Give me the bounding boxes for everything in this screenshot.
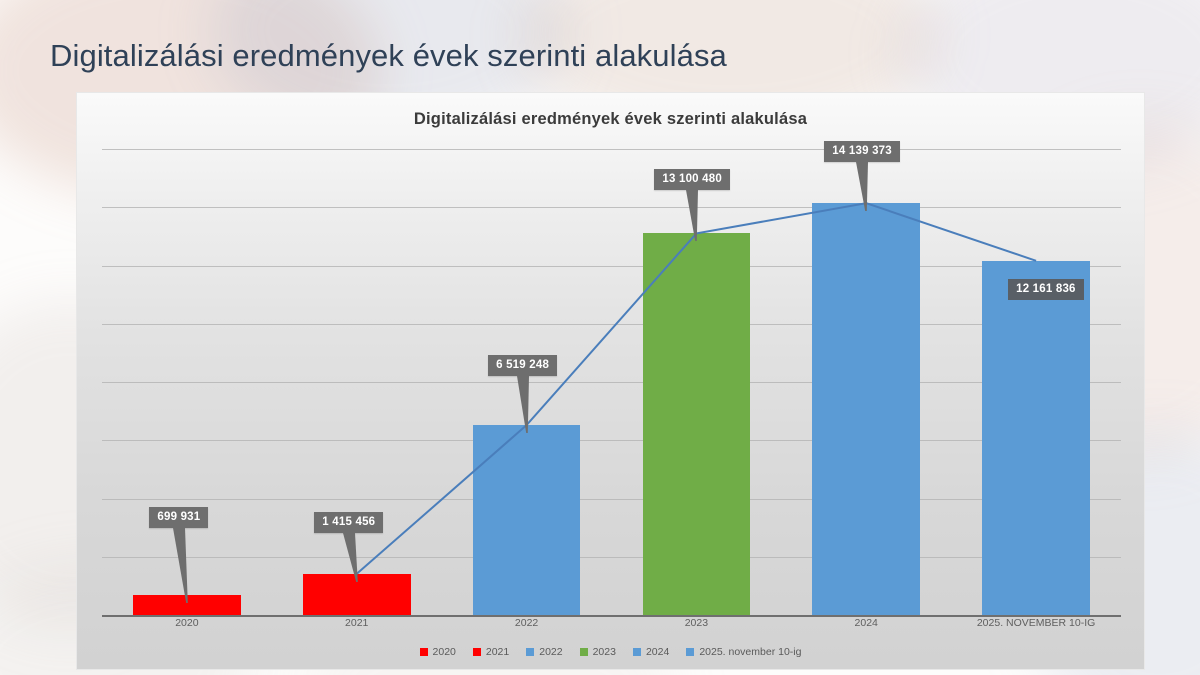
- gridline: [102, 440, 1121, 442]
- trend-polyline: [357, 203, 1036, 574]
- legend-item[interactable]: 2021: [472, 646, 510, 658]
- data-label-2020: 699 931: [149, 506, 209, 528]
- legend-swatch-icon: [472, 648, 481, 656]
- bar-2020[interactable]: [133, 594, 241, 615]
- legend-swatch-icon: [579, 648, 588, 656]
- legend-item-label: 2025. november 10-ig: [699, 646, 802, 658]
- gridline: [102, 323, 1121, 325]
- legend-item[interactable]: 2024: [632, 646, 670, 658]
- legend-swatch-icon: [686, 648, 695, 656]
- x-axis-tick-label: 2023: [684, 617, 709, 629]
- bar-2023[interactable]: [642, 233, 751, 615]
- x-axis-tick-label: 2022: [514, 617, 539, 629]
- legend-item[interactable]: 2025. november 10-ig: [686, 646, 801, 658]
- gridline: [102, 498, 1121, 500]
- legend-item[interactable]: 2022: [526, 646, 563, 658]
- legend-item[interactable]: 2023: [579, 646, 616, 658]
- legend-swatch-icon: [526, 648, 535, 656]
- gridline: [102, 382, 1121, 383]
- legend-swatch-icon: [632, 648, 641, 656]
- legend-item[interactable]: 2020: [419, 646, 456, 658]
- trend-line-series: [102, 149, 1121, 617]
- legend-item-label: 2024: [645, 646, 670, 658]
- chart-title: Digitalizálási eredmények évek szerinti …: [413, 110, 808, 128]
- data-label-2025-november-10-ig: 12 161 836: [1008, 278, 1084, 300]
- data-label-2023: 13 100 480: [654, 169, 730, 191]
- x-axis-line: [102, 615, 1121, 617]
- chart-panel: Digitalizálási eredmények évek szerinti …: [76, 92, 1145, 670]
- gridline: [102, 556, 1121, 558]
- legend-swatch-icon: [419, 648, 428, 656]
- x-axis-tick-label: 2020: [175, 617, 199, 629]
- x-axis-labels: 2020 2021 2022 2023 2024 2025. NOVEMBER 10-IG: [102, 617, 1121, 639]
- data-label-2024: 14 139 373: [824, 141, 900, 163]
- legend-item-label: 2020: [432, 646, 456, 658]
- legend-item-label: 2023: [592, 646, 616, 658]
- plot-area: 699 931 1 415 456 6 519 248 13 100 480 14 13…: [102, 141, 1121, 617]
- gridline: [102, 149, 1121, 150]
- gridline: [102, 207, 1121, 209]
- bar-2025-november-10-ig[interactable]: [982, 260, 1090, 615]
- slide-title: Digitalizálási eredmények évek szerinti …: [50, 38, 727, 73]
- data-label-2022: 6 519 248: [488, 355, 558, 377]
- data-label-2021: 1 415 456: [314, 511, 384, 533]
- bar-2024[interactable]: [812, 203, 921, 615]
- x-axis-tick-label: 2025. NOVEMBER 10-IG: [976, 617, 1096, 629]
- legend-item-label: 2021: [485, 646, 510, 658]
- x-axis-tick-label: 2024: [854, 617, 878, 629]
- gridline: [102, 265, 1121, 267]
- x-axis-tick-label: 2021: [345, 617, 369, 629]
- chart-legend: 2020 2021 2022 2023 2024 2025. november 10-ig: [77, 646, 1144, 658]
- legend-item-label: 2022: [539, 646, 563, 658]
